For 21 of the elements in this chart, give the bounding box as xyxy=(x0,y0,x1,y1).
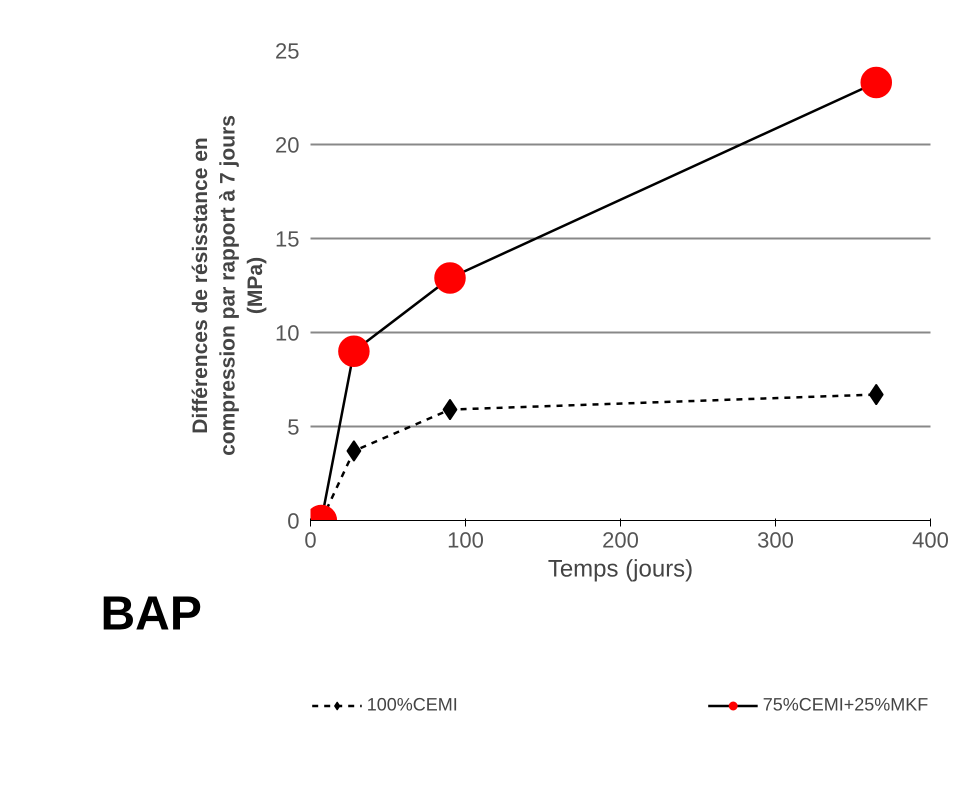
text: BAP xyxy=(100,588,202,640)
x-tick-label: 400 xyxy=(912,528,949,552)
legend-label: 75%CEMI+25%MKF xyxy=(762,694,928,716)
x-tick-label: 300 xyxy=(757,528,794,552)
legend-label: 100%CEMI xyxy=(366,694,458,716)
point xyxy=(434,262,466,294)
y-tick-label: 10 xyxy=(275,320,300,346)
y-tick-label: 20 xyxy=(275,132,300,158)
point xyxy=(868,384,884,406)
x-tick-label: 200 xyxy=(602,528,639,552)
x-tick-label: 0 xyxy=(304,528,317,552)
y-tick-label: 5 xyxy=(287,414,300,440)
y-tick-label: 15 xyxy=(275,226,300,252)
y-tick-label: 25 xyxy=(275,38,300,64)
y-axis-title: Différences de résisstance en compression par rapport à 7 jours (MPa) xyxy=(188,115,268,456)
point xyxy=(346,440,362,462)
x-tick-label: 100 xyxy=(447,528,484,552)
y-tick-label: 0 xyxy=(287,508,300,534)
point xyxy=(338,336,370,368)
x-axis-title: Temps (jours) xyxy=(548,556,694,582)
point xyxy=(860,66,892,98)
